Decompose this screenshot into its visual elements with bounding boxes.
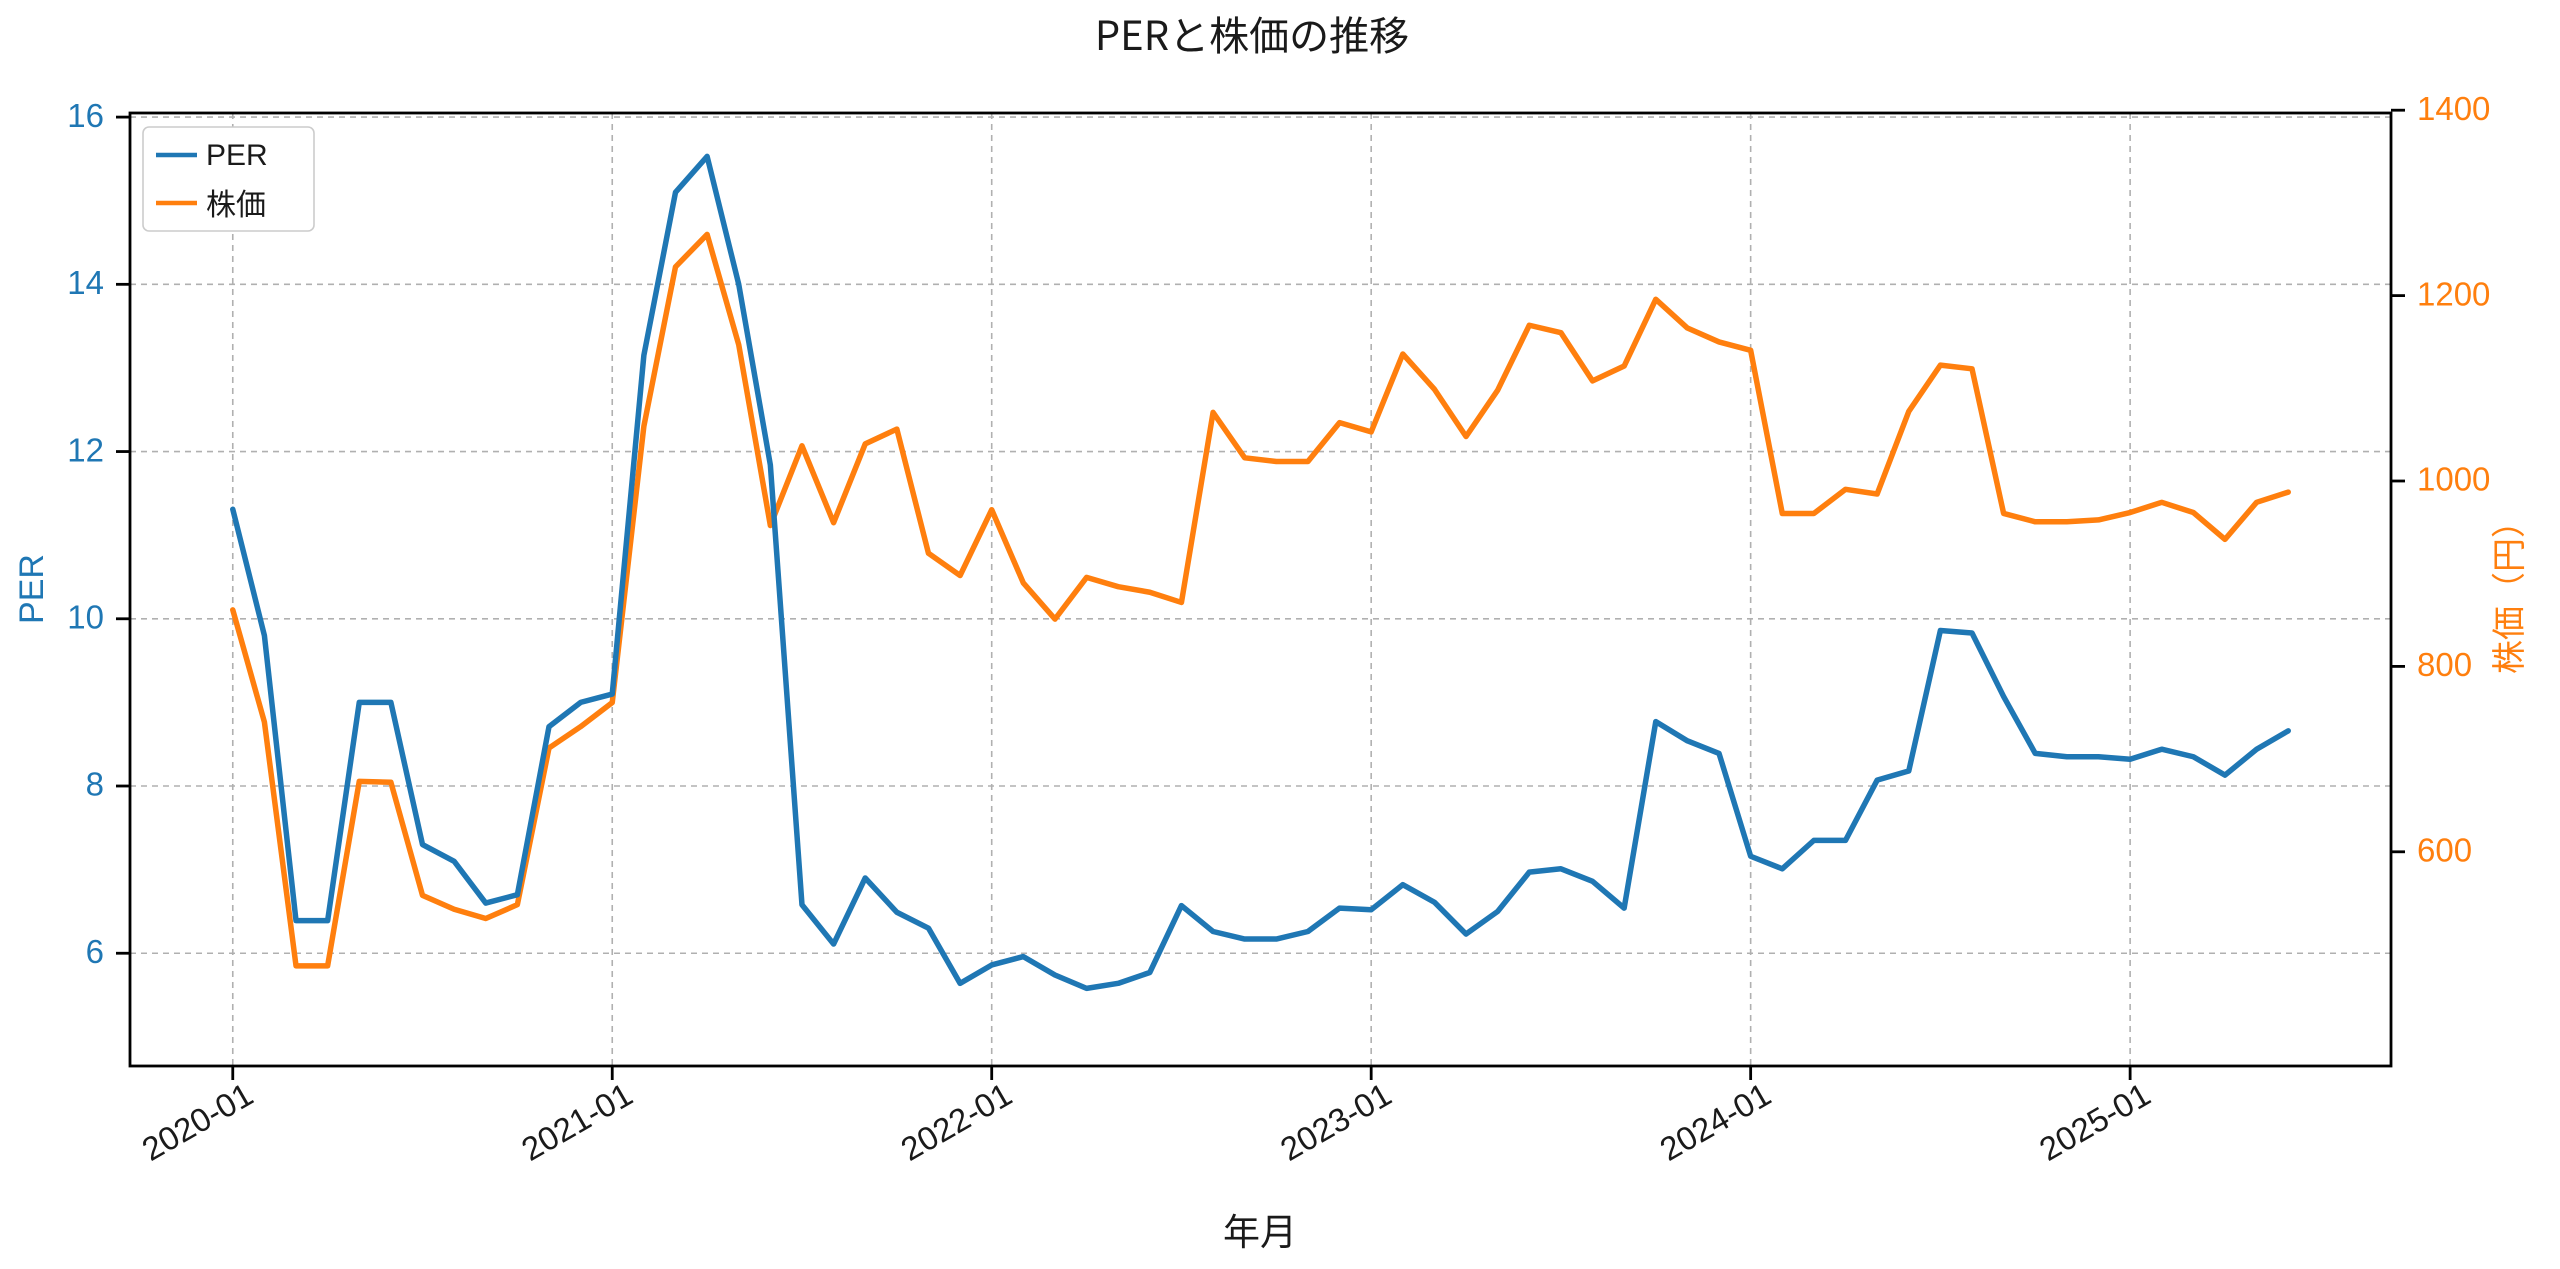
svg-text:2025-01: 2025-01 (2033, 1075, 2156, 1168)
svg-text:PER: PER (206, 139, 268, 172)
svg-text:14: 14 (67, 264, 104, 301)
svg-text:600: 600 (2417, 832, 2472, 869)
svg-text:2020-01: 2020-01 (136, 1075, 259, 1168)
svg-text:2021-01: 2021-01 (515, 1075, 638, 1168)
svg-text:2023-01: 2023-01 (1274, 1075, 1397, 1168)
svg-text:2022-01: 2022-01 (895, 1075, 1018, 1168)
svg-text:株価: 株価 (206, 180, 266, 224)
svg-text:12: 12 (67, 431, 104, 468)
svg-text:株価（円）: 株価（円） (2482, 504, 2531, 674)
svg-text:年月: 年月 (1223, 1202, 1297, 1256)
svg-text:PER: PER (13, 554, 51, 624)
svg-text:2024-01: 2024-01 (1653, 1075, 1776, 1168)
svg-text:800: 800 (2417, 646, 2472, 683)
svg-text:6: 6 (86, 933, 104, 970)
svg-text:1200: 1200 (2417, 275, 2490, 312)
svg-text:8: 8 (86, 766, 104, 803)
svg-text:1400: 1400 (2417, 90, 2490, 127)
svg-text:16: 16 (67, 97, 104, 134)
svg-text:1000: 1000 (2417, 461, 2490, 498)
svg-text:10: 10 (67, 599, 104, 636)
